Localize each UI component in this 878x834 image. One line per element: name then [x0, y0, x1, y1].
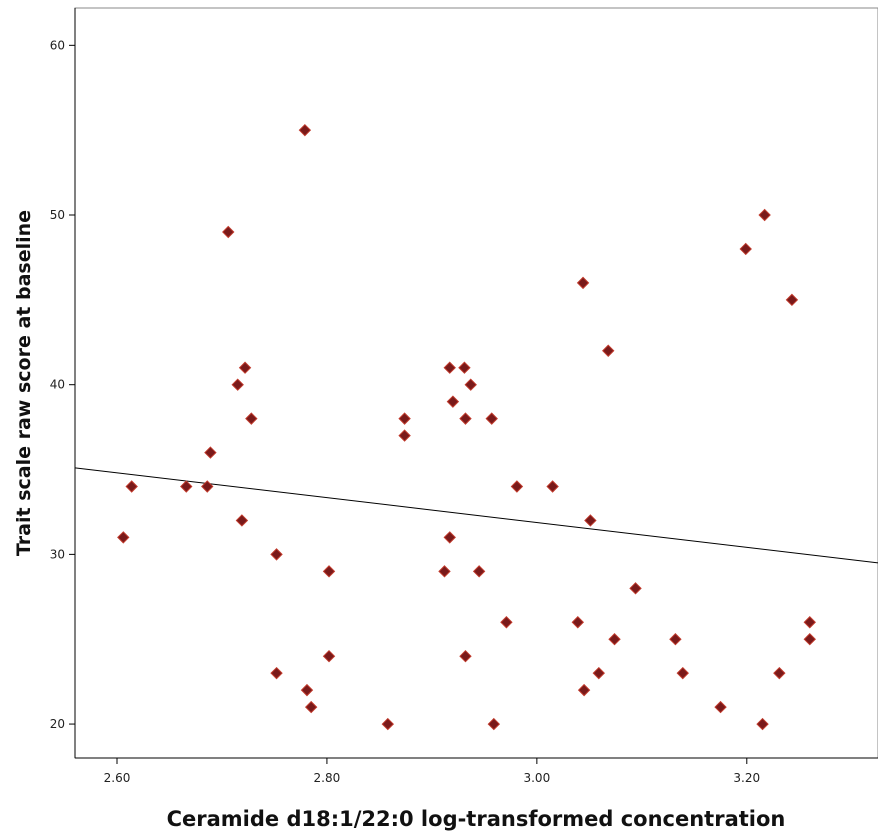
data-point [443, 531, 456, 544]
data-point [577, 683, 591, 697]
data-point [438, 565, 451, 578]
data-point [756, 717, 769, 731]
data-point [222, 225, 235, 239]
y-tick-label: 40 [50, 378, 65, 392]
data-point [584, 514, 597, 527]
data-point [125, 480, 138, 493]
data-point [500, 616, 513, 629]
data-point [238, 361, 252, 374]
data-point [459, 412, 472, 425]
data-point [472, 565, 486, 578]
x-axis-title: Ceramide d18:1/22:0 log-transformed conc… [167, 807, 786, 831]
data-point [714, 700, 727, 714]
data-point [571, 616, 585, 629]
data-point [464, 378, 477, 391]
data-point [443, 361, 456, 374]
data-point [322, 649, 336, 663]
data-point [608, 633, 621, 646]
data-point [398, 412, 411, 425]
y-tick-label: 60 [50, 38, 65, 52]
y-axis-title: Trait scale raw score at baseline [13, 210, 35, 556]
y-tick-label: 30 [50, 547, 65, 561]
plot-area [74, 7, 878, 759]
data-point [458, 361, 471, 374]
data-point [304, 700, 318, 714]
data-point [245, 412, 258, 425]
data-point [546, 480, 559, 493]
data-point [201, 480, 214, 493]
data-point [459, 649, 472, 663]
data-point [758, 208, 771, 222]
data-point [629, 582, 642, 595]
data-point [669, 633, 682, 646]
data-point [381, 717, 395, 731]
data-points [117, 123, 816, 731]
data-point [592, 666, 605, 680]
data-point [270, 548, 283, 561]
data-point [231, 378, 244, 391]
data-point [773, 666, 786, 680]
data-point [300, 683, 314, 697]
data-point [180, 480, 193, 493]
data-point [446, 395, 460, 408]
x-tick-label: 2.60 [104, 771, 131, 785]
x-axis-ticks: 2.60 2.80 3.00 3.20 [104, 758, 760, 785]
data-point [803, 616, 816, 629]
data-point [204, 446, 217, 459]
data-point [739, 242, 752, 256]
data-point [576, 276, 590, 290]
data-point [487, 717, 501, 731]
data-point [235, 514, 249, 527]
y-axis-ticks: 20 30 40 50 60 [50, 38, 75, 731]
data-point [298, 123, 312, 137]
data-point [398, 429, 411, 442]
data-point [803, 633, 816, 646]
y-tick-label: 20 [50, 717, 65, 731]
y-tick-label: 50 [50, 208, 65, 222]
data-point [785, 293, 799, 307]
data-point [485, 412, 498, 425]
data-point [602, 344, 615, 357]
x-tick-label: 3.00 [523, 771, 550, 785]
x-tick-label: 2.80 [314, 771, 341, 785]
data-point [676, 666, 689, 680]
data-point [270, 666, 283, 680]
x-tick-label: 3.20 [733, 771, 760, 785]
data-point [510, 480, 524, 493]
data-point [117, 531, 130, 544]
data-point [322, 565, 336, 578]
